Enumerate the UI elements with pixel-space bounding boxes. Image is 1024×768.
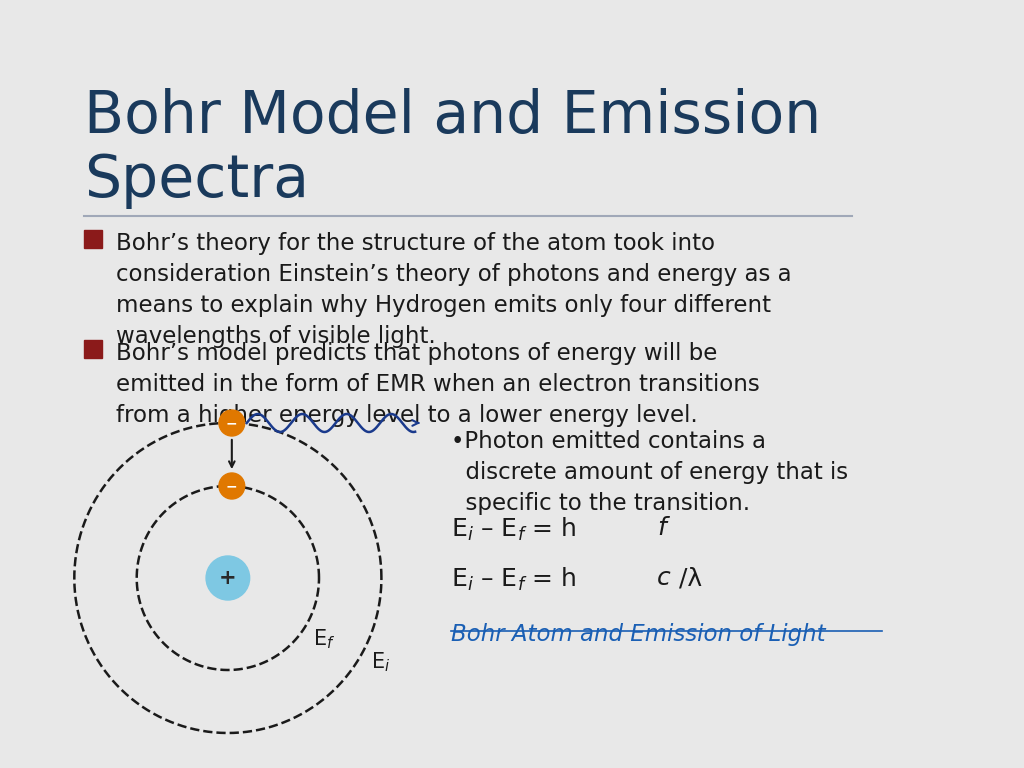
Bar: [731, 0, 740, 768]
Bar: [963, 0, 972, 768]
Text: E$_i$ – E$_f$ = h: E$_i$ – E$_f$ = h: [451, 516, 577, 543]
Bar: [856, 0, 865, 768]
Bar: [36, 0, 45, 768]
Text: E$_i$ – E$_f$ = h: E$_i$ – E$_f$ = h: [451, 566, 577, 593]
Bar: [589, 0, 597, 768]
Bar: [161, 0, 169, 768]
Bar: [0, 0, 9, 768]
Bar: [214, 0, 223, 768]
Bar: [517, 0, 526, 768]
Text: /λ: /λ: [679, 566, 701, 590]
Text: •Photon emitted contains a
  discrete amount of energy that is
  specific to the: •Photon emitted contains a discrete amou…: [451, 430, 848, 515]
Bar: [535, 0, 544, 768]
Bar: [356, 0, 366, 768]
Bar: [445, 0, 455, 768]
Circle shape: [206, 556, 250, 600]
Bar: [678, 0, 686, 768]
Text: E$_f$: E$_f$: [312, 627, 335, 650]
Bar: [553, 0, 562, 768]
Text: f: f: [656, 516, 666, 540]
Bar: [659, 0, 669, 768]
Bar: [873, 0, 883, 768]
Bar: [84, 230, 102, 248]
Bar: [481, 0, 490, 768]
Text: Bohr Atom and Emission of Light: Bohr Atom and Emission of Light: [451, 623, 825, 646]
Bar: [375, 0, 383, 768]
Bar: [464, 0, 472, 768]
Bar: [53, 0, 62, 768]
Bar: [286, 0, 294, 768]
Text: Bohr’s theory for the structure of the atom took into
consideration Einstein’s t: Bohr’s theory for the structure of the a…: [116, 232, 792, 349]
Bar: [339, 0, 348, 768]
Bar: [784, 0, 794, 768]
Bar: [749, 0, 758, 768]
Circle shape: [219, 473, 245, 499]
Bar: [250, 0, 259, 768]
Bar: [945, 0, 954, 768]
Text: Bohr’s model predicts that photons of energy will be
emitted in the form of EMR : Bohr’s model predicts that photons of en…: [116, 342, 760, 427]
Text: −: −: [226, 479, 238, 493]
Bar: [178, 0, 187, 768]
Bar: [767, 0, 776, 768]
Bar: [197, 0, 205, 768]
Bar: [411, 0, 419, 768]
Circle shape: [219, 410, 245, 436]
Bar: [570, 0, 580, 768]
Bar: [125, 0, 134, 768]
Bar: [606, 0, 615, 768]
Bar: [998, 0, 1008, 768]
Bar: [695, 0, 705, 768]
Bar: [142, 0, 152, 768]
Bar: [642, 0, 651, 768]
Bar: [803, 0, 811, 768]
Bar: [981, 0, 990, 768]
Bar: [321, 0, 330, 768]
Bar: [714, 0, 722, 768]
Bar: [84, 340, 102, 358]
Bar: [392, 0, 401, 768]
Bar: [625, 0, 633, 768]
Bar: [892, 0, 900, 768]
Text: c: c: [656, 566, 671, 590]
Bar: [928, 0, 936, 768]
Bar: [500, 0, 508, 768]
Text: E$_i$: E$_i$: [371, 650, 390, 674]
Bar: [231, 0, 241, 768]
Text: Bohr Model and Emission
Spectra: Bohr Model and Emission Spectra: [84, 88, 821, 209]
Text: −: −: [226, 416, 238, 430]
Bar: [267, 0, 276, 768]
Bar: [428, 0, 437, 768]
Bar: [106, 0, 116, 768]
Bar: [838, 0, 847, 768]
Bar: [89, 0, 98, 768]
Bar: [17, 0, 27, 768]
Bar: [820, 0, 829, 768]
Bar: [72, 0, 80, 768]
Text: +: +: [219, 568, 237, 588]
Bar: [909, 0, 919, 768]
Bar: [303, 0, 312, 768]
